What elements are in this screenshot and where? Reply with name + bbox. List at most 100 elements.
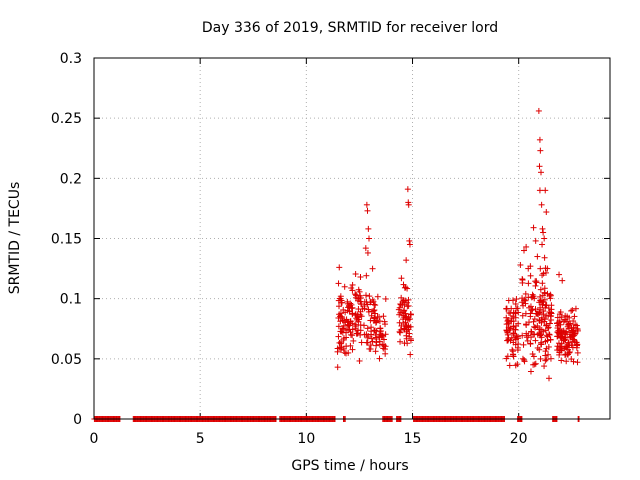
data-point [503,305,510,312]
data-point [371,307,378,314]
data-point [353,315,360,322]
data-point [534,344,541,351]
data-point [509,346,516,353]
data-point [543,302,550,309]
data-point [355,318,362,325]
data-point [343,316,350,323]
data-point [536,163,543,170]
data-point [381,336,388,343]
data-point [357,331,364,338]
data-point [543,322,550,329]
data-point [530,224,537,231]
data-point [520,341,527,348]
data-point [528,334,535,341]
data-point [338,340,345,347]
data-point [365,306,372,313]
data-point [376,318,383,325]
data-point [522,290,529,297]
data-point [537,265,544,272]
data-point [367,317,374,324]
data-point [542,269,549,276]
data-point [534,253,541,260]
data-point [359,306,366,313]
data-point [542,352,549,359]
data-point [364,339,371,346]
data-point [527,263,534,270]
data-point [344,319,351,326]
y-tick-label: 0.2 [60,171,82,187]
data-point [338,347,345,354]
data-point [505,324,512,331]
data-point [505,317,512,324]
data-point [400,325,407,332]
data-point [540,229,547,236]
data-point [356,357,363,364]
data-point [537,341,544,348]
data-point [537,306,544,313]
data-point [337,310,344,317]
data-point [543,209,550,216]
data-point [343,350,350,357]
data-point [515,309,522,316]
data-point [345,304,352,311]
data-point [570,358,577,365]
data-point [540,311,547,318]
data-point [521,357,528,364]
data-point [340,317,347,324]
data-point [525,280,532,287]
data-point [334,364,341,371]
data-point [530,318,537,325]
chart-title: Day 336 of 2019, SRMTID for receiver lor… [202,20,498,36]
data-point [357,274,364,281]
data-point [504,328,511,335]
data-point [540,328,547,335]
data-point [545,375,552,382]
x-tick-label: 15 [404,431,422,447]
data-point [366,293,373,300]
data-point [379,332,386,339]
data-point [370,307,377,314]
data-point [369,265,376,272]
data-point [352,291,359,298]
data-point [335,303,342,310]
data-point [363,272,370,279]
data-point [547,336,554,343]
data-point [532,360,539,367]
data-point [520,302,527,309]
data-point [510,339,517,346]
data-point [536,299,543,306]
data-point [514,333,521,340]
data-point [548,310,555,317]
data-point [398,294,405,301]
data-point [364,207,371,214]
data-point [382,343,389,350]
data-point [505,336,512,343]
data-point [348,285,355,292]
data-point [523,330,530,337]
data-point [343,343,350,350]
data-point [405,302,412,309]
data-point [397,329,404,336]
data-point [404,316,411,323]
data-point [369,297,376,304]
data-point [363,201,370,208]
data-point [372,302,379,309]
data-point [536,187,543,194]
data-point [519,312,526,319]
data-point [510,318,517,325]
data-point [344,307,351,314]
data-point [367,342,374,349]
x-tick-label: 10 [297,431,315,447]
data-point [541,363,548,370]
data-point [519,295,526,302]
data-point [358,313,365,320]
data-point [362,245,369,252]
data-point [532,337,539,344]
data-points [91,107,582,422]
data-point [538,201,545,208]
data-point [350,337,357,344]
data-point [524,337,531,344]
data-point [402,310,409,317]
data-point [377,325,384,332]
data-point [348,305,355,312]
